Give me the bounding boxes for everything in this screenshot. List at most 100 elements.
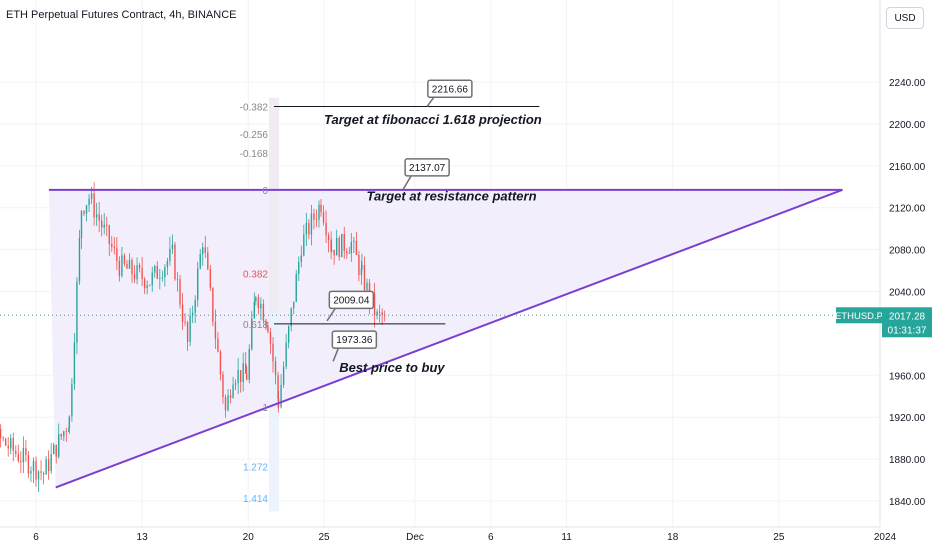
candle xyxy=(128,253,131,270)
currency-button[interactable]: USD xyxy=(886,7,924,29)
candle xyxy=(108,224,110,257)
candle xyxy=(40,460,42,481)
candle xyxy=(22,436,25,474)
price-label-pointer xyxy=(326,307,336,322)
candle-body xyxy=(32,460,35,472)
price-label-pointer xyxy=(332,347,340,362)
candle xyxy=(118,256,121,282)
candle xyxy=(106,216,108,237)
candle-body xyxy=(305,222,308,235)
price-label-pointer xyxy=(402,175,412,191)
candle xyxy=(341,233,343,258)
candle xyxy=(100,214,103,237)
candle xyxy=(123,253,126,267)
candle-body xyxy=(47,459,50,472)
candle-body xyxy=(376,311,378,315)
candle xyxy=(98,202,100,233)
candle xyxy=(253,292,255,319)
candle xyxy=(17,444,20,463)
candle xyxy=(146,280,148,295)
candle-body xyxy=(63,431,65,437)
candle xyxy=(42,471,45,485)
candle xyxy=(103,213,105,235)
candle-body xyxy=(138,265,141,269)
candle-body xyxy=(2,437,4,439)
candle-body xyxy=(80,210,83,238)
candle-body xyxy=(346,251,348,254)
candle xyxy=(239,370,242,393)
candle-body xyxy=(239,370,242,383)
annotations: Target at fibonacci 1.618 projection Targ… xyxy=(324,112,542,375)
chart-title: ETH Perpetual Futures Contract, 4h, BINA… xyxy=(6,9,237,21)
candle xyxy=(350,232,353,262)
candle-body xyxy=(274,361,277,376)
candle-body xyxy=(242,363,244,383)
candle-body xyxy=(88,198,90,206)
candle-body xyxy=(58,434,60,457)
candle xyxy=(330,231,332,260)
price-label-box xyxy=(328,290,375,310)
candle-body xyxy=(52,444,55,455)
candle xyxy=(7,437,9,457)
candle-body xyxy=(298,261,300,275)
candle xyxy=(0,424,2,448)
candle xyxy=(189,308,191,347)
candle xyxy=(202,242,204,266)
candle-body xyxy=(4,438,7,446)
candle xyxy=(242,352,244,392)
time-axis: 6 13 20 25 Dec 6 11 18 25 2024 xyxy=(0,526,897,550)
y-tick-label: 2240.00 xyxy=(889,78,926,89)
candle xyxy=(37,470,40,492)
candle-body xyxy=(366,282,368,291)
candle-body xyxy=(300,255,302,262)
x-tick-label: 6 xyxy=(488,532,494,543)
candle xyxy=(348,246,351,254)
fib-level-label: -0.168 xyxy=(240,149,269,160)
candle-body xyxy=(128,259,131,269)
candle xyxy=(176,271,179,292)
candle xyxy=(232,376,234,399)
candle-body xyxy=(350,241,353,254)
candle xyxy=(246,365,248,381)
candle-body xyxy=(113,247,116,249)
y-tick-label: 2040.00 xyxy=(889,288,926,299)
candle xyxy=(73,332,76,390)
candle xyxy=(378,304,381,323)
annotation-text: Target at resistance pattern xyxy=(366,188,536,203)
candle xyxy=(269,327,272,354)
candle xyxy=(164,264,166,287)
candle-body xyxy=(227,395,229,411)
candle-body xyxy=(149,284,151,286)
candle xyxy=(303,224,305,257)
candle xyxy=(27,450,30,479)
candle-body xyxy=(76,281,78,343)
candle xyxy=(219,349,222,381)
candle-body xyxy=(106,224,108,226)
candle xyxy=(80,209,83,250)
candle xyxy=(166,257,169,276)
candle-body xyxy=(30,471,32,474)
candle xyxy=(245,351,247,374)
candle-body xyxy=(327,235,330,241)
candle xyxy=(204,235,206,259)
candle-body xyxy=(45,459,47,475)
price-axis: 2240.00 2200.00 2160.00 2120.00 2080.00 2040.… xyxy=(835,0,932,550)
candle-body xyxy=(37,471,40,480)
candle xyxy=(274,356,277,385)
candle-body xyxy=(360,268,363,276)
candle xyxy=(308,219,310,240)
candle xyxy=(322,205,325,226)
candle-body xyxy=(310,213,313,235)
price-label-box xyxy=(404,158,450,177)
candle xyxy=(78,229,81,285)
candle-body xyxy=(320,204,322,212)
candle xyxy=(325,210,327,244)
candle-body xyxy=(73,342,76,385)
x-tick-label: 25 xyxy=(773,532,785,543)
fibonacci-labels: -0.382 -0.256 -0.168 0 0.382 0.618 1 1.272 1.414 xyxy=(240,102,269,504)
candle-body xyxy=(355,240,358,255)
candle-body xyxy=(103,224,105,228)
candle-body xyxy=(232,384,234,398)
